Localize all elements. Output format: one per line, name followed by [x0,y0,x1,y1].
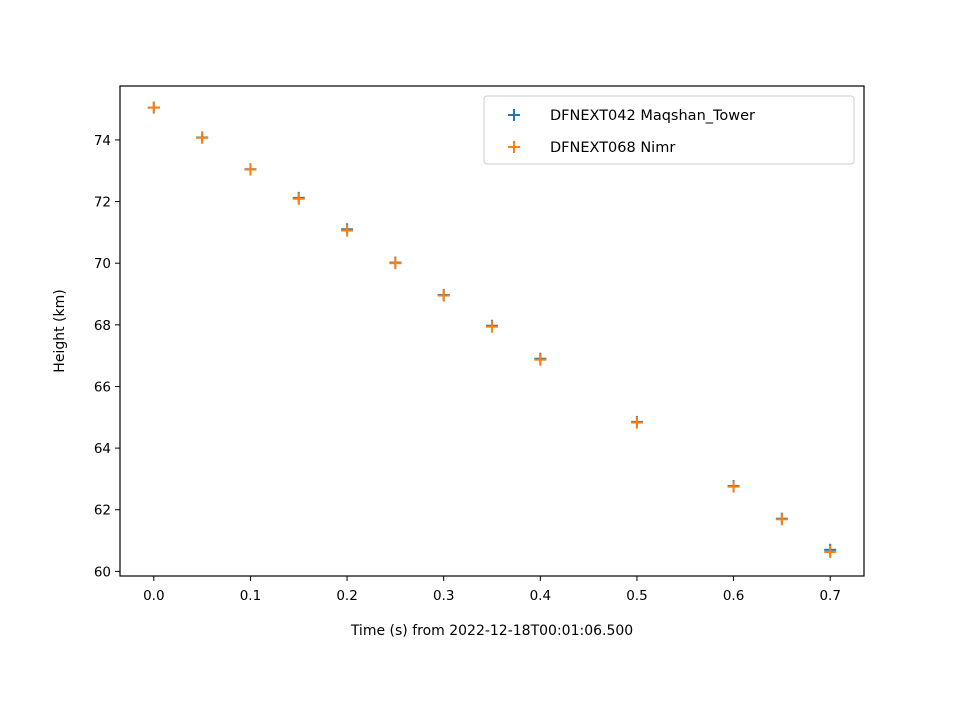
axes-frame [119,85,865,577]
x-tick-label: 0.1 [240,588,261,604]
y-tick-label: 68 [94,318,111,334]
data-point [196,131,209,144]
data-point [341,224,354,237]
legend-box [483,95,855,165]
legend-label: DFNEXT042 Maqshan_Tower [550,108,755,124]
y-axis-label: Height (km) [52,289,68,372]
series-2 [147,101,837,558]
legend-marker [508,109,520,121]
y-axis: 60 62 64 66 68 70 72 74 [94,133,120,580]
x-axis: 0.0 0.1 0.2 0.3 0.4 0.5 0.6 0.7 [143,576,841,604]
y-tick-label: 74 [94,133,111,149]
y-tick-label: 62 [94,503,111,519]
x-axis-label: Time (s) from 2022-12-18T00:01:06.500 [350,623,633,639]
x-tick-label: 0.7 [819,588,840,604]
data-point [727,480,740,493]
x-tick-label: 0.6 [723,588,744,604]
data-point [389,257,402,270]
x-tick-label: 0.3 [433,588,454,604]
y-tick-label: 72 [94,195,111,211]
data-point [534,353,547,366]
data-point [437,289,450,302]
x-tick-label: 0.2 [336,588,357,604]
data-point [630,416,643,429]
data-point [292,192,305,205]
data-point [775,513,788,526]
legend-marker [508,141,520,153]
x-tick-label: 0.4 [530,588,551,604]
y-tick-label: 60 [94,564,111,580]
data-point [824,545,837,558]
legend: DFNEXT042 Maqshan_Tower DFNEXT068 Nimr [483,95,855,165]
y-tick-label: 64 [94,441,111,457]
data-point [486,320,498,333]
legend-entries: DFNEXT042 Maqshan_Tower DFNEXT068 Nimr [508,108,755,156]
plot-area [147,101,837,558]
x-tick-label: 0.0 [143,588,164,604]
legend-label: DFNEXT068 Nimr [550,140,675,156]
data-point [244,163,257,176]
x-tick-label: 0.5 [626,588,647,604]
data-point [147,101,160,114]
y-tick-label: 66 [94,379,111,395]
y-tick-label: 70 [94,256,111,272]
